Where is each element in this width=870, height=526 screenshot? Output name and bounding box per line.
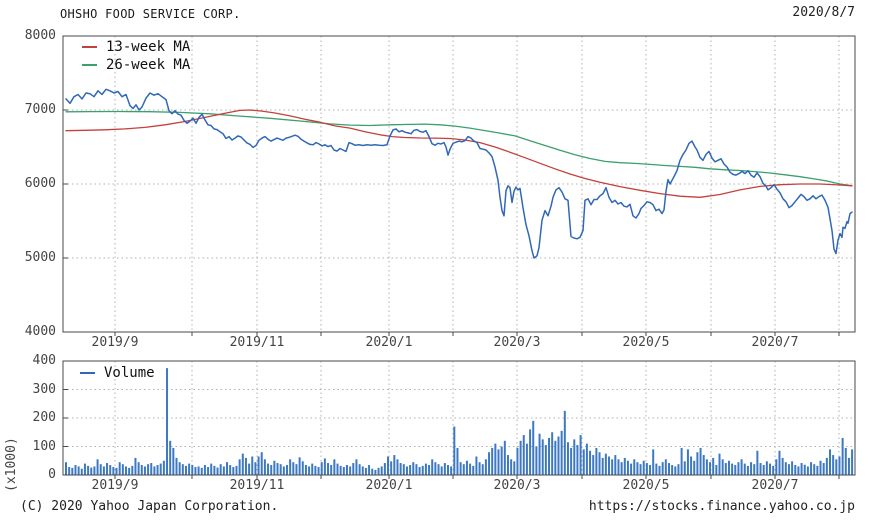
volume-x-tick-label: 2020/5 [622,478,670,493]
volume-y-tick-label: 300 [32,381,56,397]
main-x-tick-label: 2020/3 [493,335,541,350]
volume-y-tick-label: 200 [32,410,56,425]
ma26-legend-row: 26-week MA [82,56,190,74]
main-y-tick-label: 5000 [24,250,56,265]
main-y-tick-label: 4000 [24,324,56,339]
volume-y-tick-label: 400 [32,353,56,368]
volume-legend-row: Volume [80,364,155,382]
volume-x-tick-label: 2019/9 [91,478,139,493]
ma-legend: 13-week MA 26-week MA [82,38,190,74]
chart-date: 2020/8/7 [792,5,855,20]
page-title: OHSHO FOOD SERVICE CORP. [60,7,241,21]
volume-x-tick-label: 2019/11 [229,478,285,493]
volume-legend: Volume [80,364,155,382]
volume-x-tick-label: 2020/3 [493,478,541,493]
main-y-tick-label: 6000 [24,176,56,191]
main-x-tick-label: 2020/7 [751,335,799,350]
ma13-line-swatch [82,46,97,48]
source-url: https://stocks.finance.yahoo.co.jp [588,499,855,514]
main-x-tick-label: 2020/5 [622,335,670,350]
main-y-tick-label: 7000 [24,102,56,117]
main-x-tick-label: 2019/11 [229,335,285,350]
ma26-line-swatch [82,64,97,66]
main-y-tick-label: 8000 [24,28,56,43]
volume-x-tick-label: 2020/7 [751,478,799,493]
volume-y-tick-label: 0 [48,467,56,482]
volume-legend-label: Volume [104,365,155,381]
volume-line-swatch [80,372,95,374]
main-x-tick-label: 2019/9 [91,335,139,350]
ma26-legend-label: 26-week MA [106,57,191,73]
copyright-text: (C) 2020 Yahoo Japan Corporation. [20,499,279,514]
main-x-tick-label: 2020/1 [365,335,413,350]
volume-x-tick-label: 2020/1 [365,478,413,493]
volume-y-tick-label: 100 [32,438,56,454]
ma13-legend-label: 13-week MA [106,39,191,55]
ma13-legend-row: 13-week MA [82,38,190,56]
